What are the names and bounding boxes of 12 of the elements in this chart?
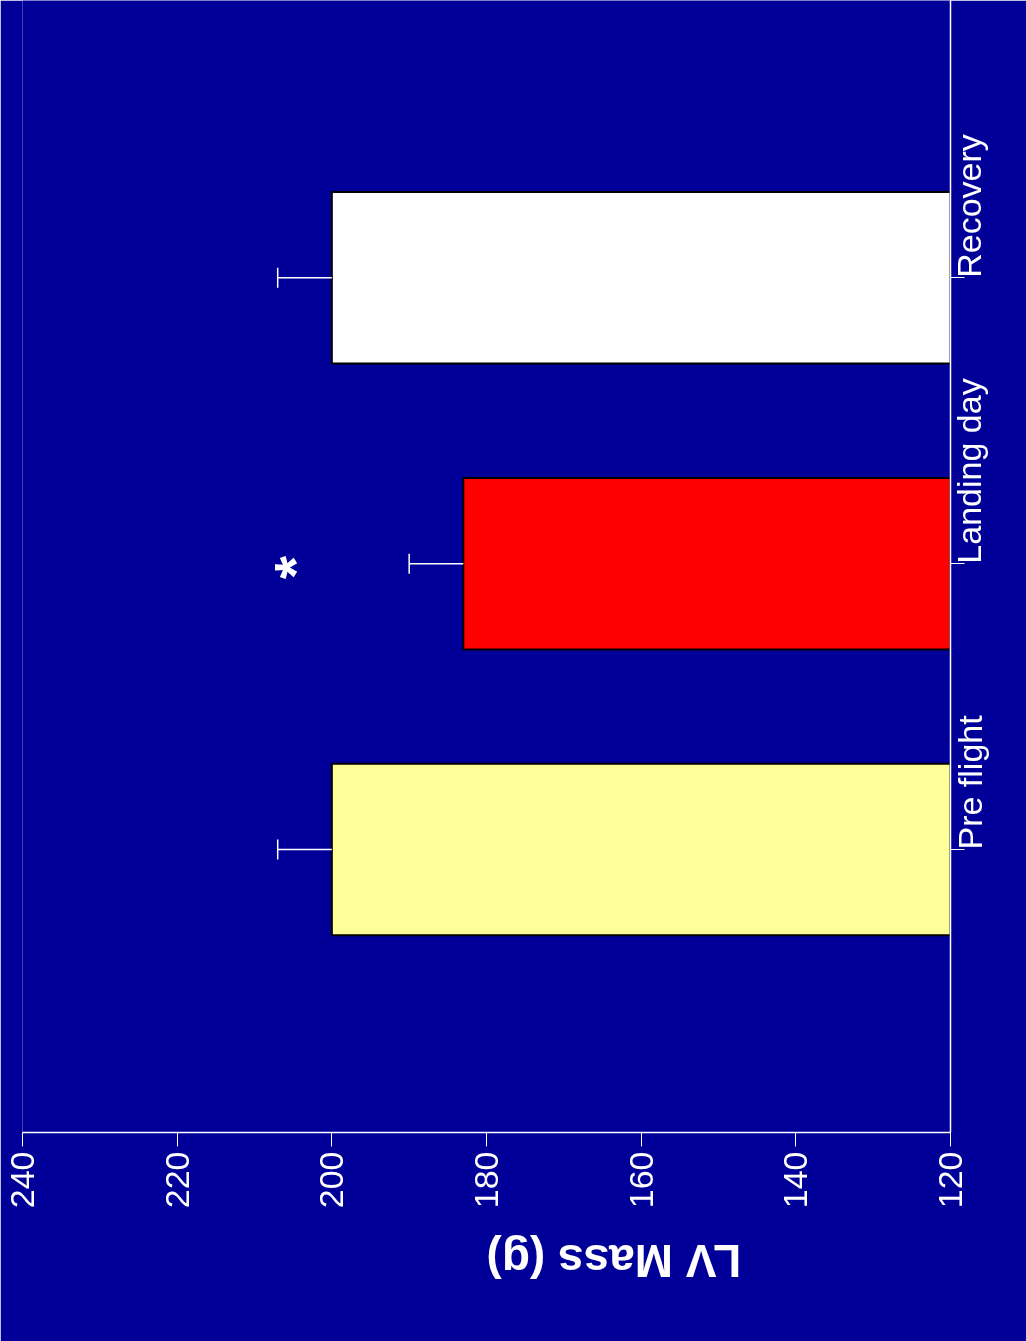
x-tick-label: 140	[776, 1151, 815, 1209]
y-tick-label: Pre flight	[950, 714, 989, 850]
x-tick-label: 240	[3, 1151, 41, 1209]
x-tick-label: 120	[931, 1151, 969, 1209]
annotation: *	[262, 555, 329, 580]
x-axis-title: LV Mass (g)	[486, 1235, 742, 1288]
x-tick-label: 180	[467, 1151, 505, 1209]
y-tick-label: Landing day	[950, 378, 989, 564]
x-tick-label: 220	[157, 1151, 196, 1209]
x-tick-label: 200	[312, 1151, 351, 1209]
x-tick-label: 160	[621, 1151, 660, 1209]
y-tick-label: Recovery	[950, 134, 989, 278]
